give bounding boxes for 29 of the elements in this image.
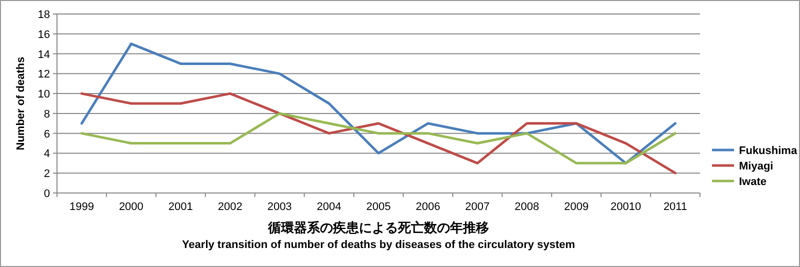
x-tick-label: 2003 [267,201,292,213]
x-tick-label: 2011 [663,201,688,213]
x-tick-label: 2005 [366,201,391,213]
x-tick-label: 2006 [416,201,440,213]
x-tick-label: 2002 [218,201,242,213]
y-tick-label: 18 [38,9,50,21]
y-tick-label: 10 [38,88,50,101]
legend-label: Fukushima [739,145,798,157]
y-tick-label: 14 [38,48,50,61]
x-tick-label: 2001 [168,201,193,213]
y-tick-label: 12 [38,68,50,81]
x-tick-label: 2009 [564,201,589,213]
y-tick-label: 16 [38,28,50,41]
x-tick-label: 2004 [316,201,342,213]
x-tick-label: 2000 [118,201,144,213]
x-tick-label: 2007 [465,201,490,213]
text: 循環器系の疾患による死亡数の年推移 [267,220,489,235]
y-tick-label: 8 [44,108,50,120]
x-tick-label: 20010 [610,201,642,213]
text: Yearly transition of number of deaths by diseases of the circulatory system [182,239,576,251]
y-tick-label: 2 [44,168,50,180]
legend-label: Miyagi [739,160,774,172]
x-tick-label: 1999 [69,201,94,213]
y-tick-label: 0 [44,188,50,200]
x-tick-label: 2008 [514,201,540,213]
y-tick-label: 6 [44,128,50,140]
y-tick-label: 4 [44,148,50,160]
y-axis-title: Number of deaths [15,56,27,150]
legend-label: Iwate [739,176,767,188]
